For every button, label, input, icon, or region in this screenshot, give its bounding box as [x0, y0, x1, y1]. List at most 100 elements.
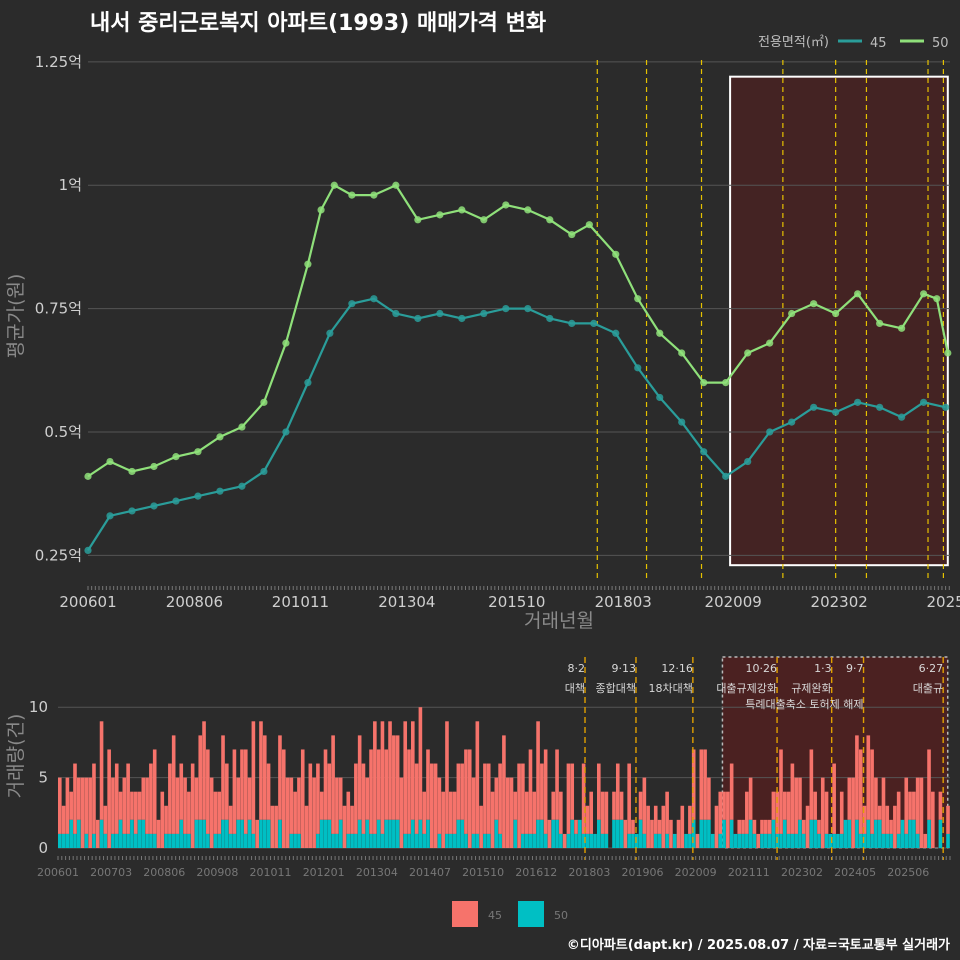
- bar-50: [369, 833, 373, 848]
- bar-50: [881, 833, 886, 848]
- bar-45: [600, 791, 605, 834]
- bar-50: [600, 833, 605, 848]
- data-point: [128, 507, 136, 515]
- bar-50: [407, 833, 411, 848]
- bar-45: [395, 735, 400, 820]
- bar-45: [801, 819, 806, 834]
- bar-45: [376, 749, 381, 820]
- bar-45: [441, 791, 445, 848]
- data-point: [585, 221, 593, 229]
- bar-45: [703, 749, 707, 820]
- bar-50: [126, 833, 130, 848]
- bar-50: [593, 833, 597, 848]
- bar-50: [691, 819, 696, 848]
- bar-45: [392, 735, 396, 820]
- bar-45: [145, 777, 149, 834]
- bar-45: [114, 763, 119, 834]
- bar-50: [221, 819, 225, 848]
- bar-45: [513, 791, 518, 820]
- data-point: [546, 314, 554, 323]
- bar-45: [805, 805, 810, 848]
- bar-50: [688, 833, 692, 848]
- data-point: [832, 309, 840, 318]
- bar-45: [862, 805, 867, 834]
- bar-50: [672, 833, 677, 848]
- bar-45: [266, 763, 271, 820]
- bar-45: [335, 777, 339, 834]
- bar-50: [555, 819, 559, 848]
- bar-45: [445, 721, 449, 834]
- bar-45: [354, 763, 358, 834]
- bar-45: [490, 791, 495, 848]
- bar-50: [741, 833, 745, 848]
- bar-45: [194, 777, 199, 820]
- bar-45: [164, 805, 168, 834]
- bar-45: [505, 777, 510, 848]
- bar-45: [316, 763, 320, 834]
- bar-50: [559, 833, 563, 848]
- bar-50: [99, 819, 104, 848]
- data-point: [502, 201, 510, 209]
- bar-50: [536, 819, 540, 848]
- data-point: [920, 398, 928, 406]
- bar-45: [61, 805, 66, 834]
- bar-50: [722, 819, 726, 848]
- bar-45: [346, 791, 351, 834]
- bar-50: [596, 819, 601, 848]
- bar-45: [293, 791, 297, 834]
- bar-45: [559, 791, 563, 834]
- bar-45: [889, 819, 893, 834]
- bar-45: [562, 833, 567, 848]
- bar-50: [532, 833, 537, 848]
- bar-45: [688, 805, 692, 834]
- bar-45: [327, 763, 332, 820]
- bar-45: [893, 805, 897, 848]
- bar-50: [927, 819, 931, 848]
- bar-50: [293, 833, 297, 848]
- data-point: [810, 403, 818, 411]
- bar-45: [650, 819, 654, 848]
- bar-50: [130, 819, 134, 848]
- x-tick-label: 200806: [143, 866, 185, 879]
- bar-45: [908, 791, 912, 820]
- bar-45: [919, 777, 924, 848]
- bar-50: [904, 833, 909, 848]
- bar-45: [130, 791, 134, 820]
- bar-45: [661, 805, 666, 848]
- bar-45: [187, 791, 191, 834]
- bar-45: [638, 791, 643, 820]
- bar-50: [164, 833, 168, 848]
- x-tick-label: 200703: [90, 866, 132, 879]
- data-point: [568, 230, 576, 239]
- bar-50: [486, 833, 491, 848]
- bar-50: [604, 833, 609, 848]
- bar-45: [65, 777, 70, 834]
- bar-50: [323, 819, 328, 848]
- bar-45: [418, 707, 423, 820]
- bar-45: [691, 749, 696, 820]
- bar-50: [483, 833, 487, 848]
- bar-45: [502, 735, 506, 848]
- bar-45: [373, 721, 377, 834]
- x-tick-label: 2025: [927, 593, 960, 611]
- bar-50: [103, 833, 108, 848]
- event-label: 종합대책: [595, 682, 635, 695]
- bar-50: [528, 833, 533, 848]
- bar-45: [589, 791, 594, 834]
- bar-45: [274, 805, 278, 848]
- data-point: [744, 457, 752, 466]
- bar-50: [729, 819, 734, 848]
- bar-45: [604, 791, 609, 834]
- data-point: [634, 364, 642, 372]
- x-tick-label: 202111: [728, 866, 770, 879]
- bar-45: [225, 763, 229, 820]
- bar-45: [904, 777, 909, 834]
- x-tick-label: 202009: [705, 593, 762, 611]
- bar-45: [183, 777, 187, 834]
- event-label: 대출규: [913, 682, 943, 695]
- data-point: [920, 290, 928, 298]
- bar-50: [657, 833, 662, 848]
- bar-45: [931, 791, 935, 848]
- bar-50: [194, 819, 199, 848]
